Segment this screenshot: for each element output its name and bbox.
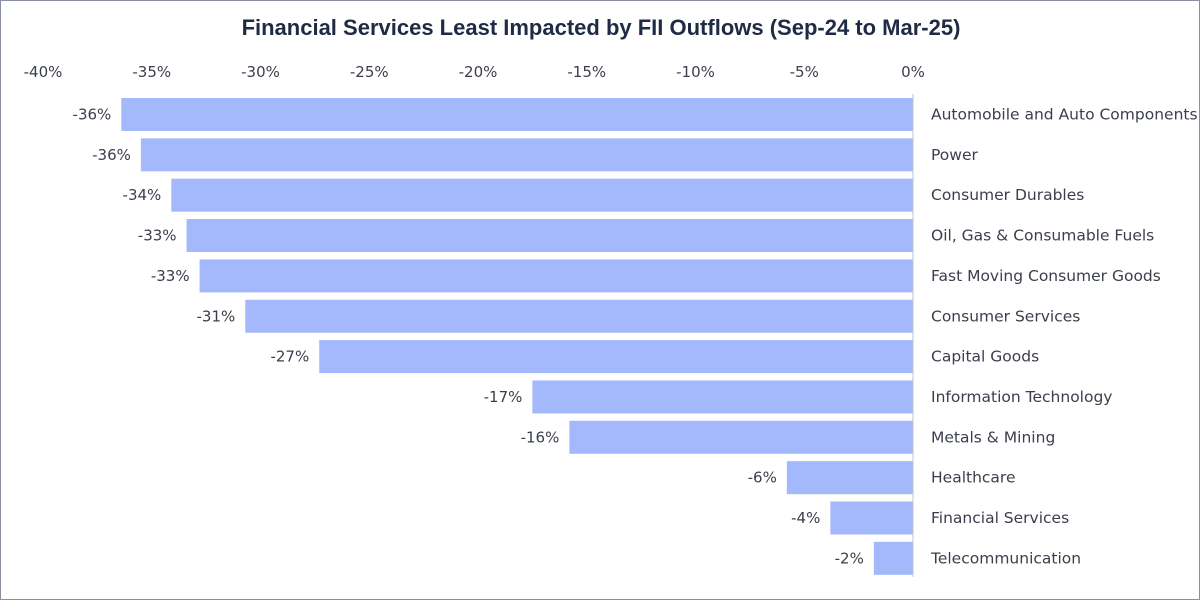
category-label: Healthcare	[931, 469, 1016, 487]
data-label: -36%	[92, 146, 131, 164]
data-label: -6%	[748, 469, 777, 487]
bar	[186, 219, 914, 253]
category-label: Fast Moving Consumer Goods	[931, 267, 1161, 285]
data-label: -17%	[484, 388, 523, 406]
data-label: -31%	[197, 307, 236, 325]
bar	[245, 299, 913, 333]
bar	[121, 98, 914, 131]
bar	[873, 541, 913, 575]
chart-title: Financial Services Least Impacted by FII…	[241, 15, 961, 40]
x-tick-label: -15%	[567, 63, 606, 81]
x-tick-label: 0%	[901, 63, 925, 81]
category-label: Oil, Gas & Consumable Fuels	[931, 227, 1154, 245]
data-label: -34%	[123, 186, 162, 204]
data-label: -2%	[835, 549, 864, 567]
data-label: -27%	[270, 348, 309, 366]
x-tick-label: -35%	[132, 63, 171, 81]
x-tick-label: -10%	[676, 63, 715, 81]
data-label: -4%	[791, 509, 820, 527]
bar	[786, 461, 913, 495]
x-tick-label: -40%	[24, 63, 63, 81]
category-label: Financial Services	[931, 509, 1069, 527]
category-label: Automobile and Auto Components	[931, 106, 1198, 124]
bar	[532, 380, 913, 414]
category-label: Consumer Services	[931, 307, 1080, 325]
bar	[140, 138, 913, 172]
bar	[830, 501, 913, 535]
bar	[569, 420, 913, 454]
bar	[199, 259, 914, 293]
x-tick-label: -20%	[459, 63, 498, 81]
x-tick-label: -5%	[790, 63, 819, 81]
category-label: Information Technology	[931, 388, 1112, 406]
category-label: Metals & Mining	[931, 428, 1055, 446]
data-label: -36%	[73, 106, 112, 124]
x-tick-label: -30%	[241, 63, 280, 81]
data-label: -33%	[138, 227, 177, 245]
data-label: -16%	[521, 428, 560, 446]
data-label: -33%	[151, 267, 190, 285]
bar	[319, 340, 914, 374]
category-label: Consumer Durables	[931, 186, 1084, 204]
category-label: Capital Goods	[931, 348, 1039, 366]
bar	[171, 178, 913, 212]
category-label: Power	[931, 146, 978, 164]
category-label: Telecommunication	[930, 549, 1081, 567]
x-tick-label: -25%	[350, 63, 389, 81]
